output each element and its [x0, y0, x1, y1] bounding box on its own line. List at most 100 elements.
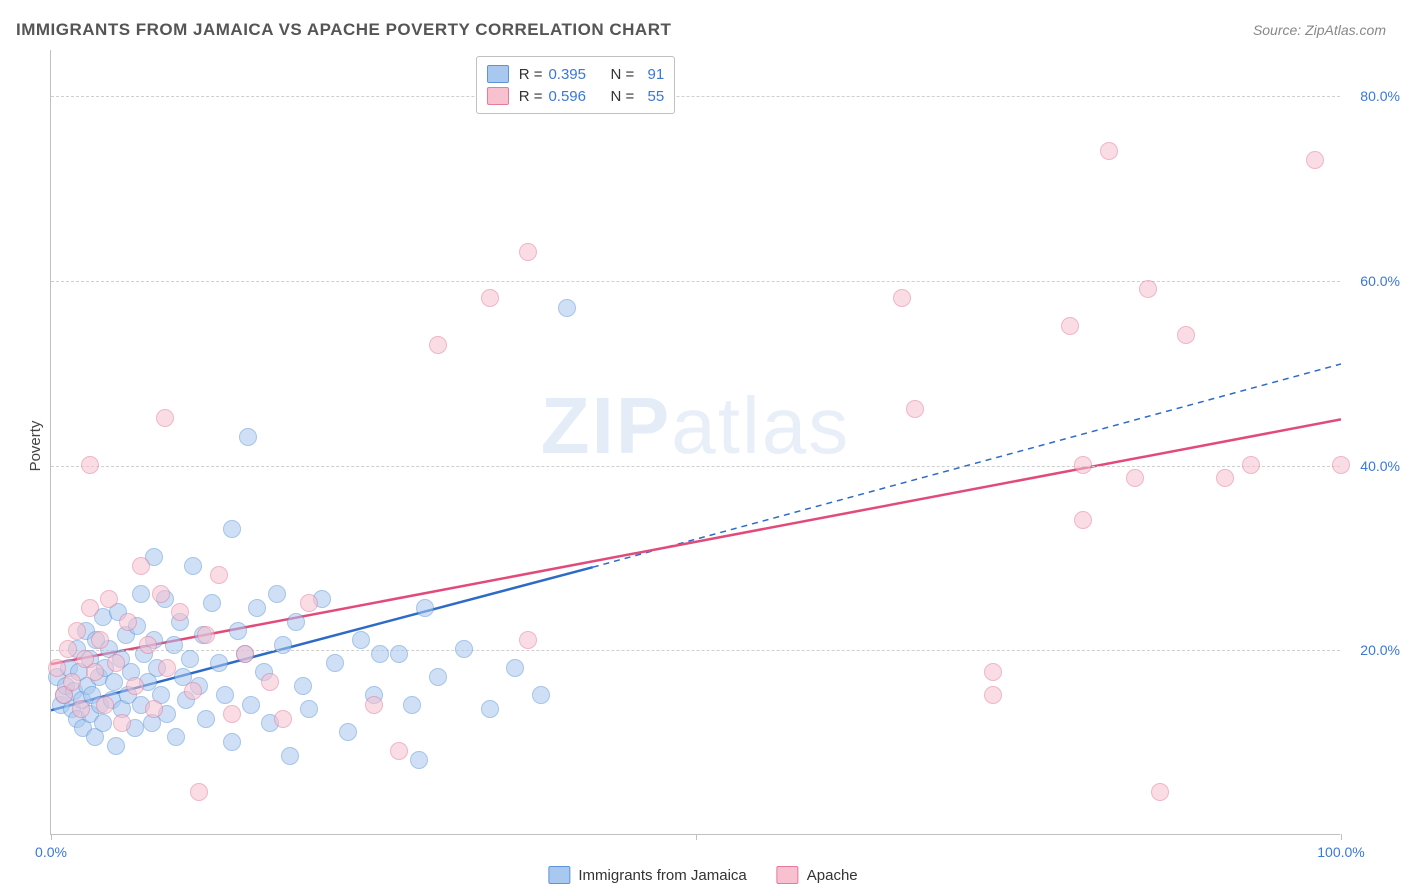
scatter-point — [171, 603, 189, 621]
scatter-point — [165, 636, 183, 654]
scatter-point — [126, 677, 144, 695]
scatter-point — [181, 650, 199, 668]
scatter-point — [81, 599, 99, 617]
scatter-point — [197, 626, 215, 644]
scatter-point — [132, 585, 150, 603]
scatter-point — [1151, 783, 1169, 801]
scatter-point — [268, 585, 286, 603]
series-legend-item: Apache — [777, 866, 858, 884]
legend-swatch — [487, 87, 509, 105]
scatter-point — [210, 654, 228, 672]
scatter-point — [119, 613, 137, 631]
scatter-point — [984, 686, 1002, 704]
n-value: 91 — [640, 66, 664, 83]
scatter-point — [81, 456, 99, 474]
scatter-point — [223, 733, 241, 751]
scatter-point — [105, 673, 123, 691]
watermark-bold: ZIP — [541, 381, 671, 470]
scatter-point — [893, 289, 911, 307]
source-attribution: Source: ZipAtlas.com — [1253, 22, 1386, 38]
r-value: 0.395 — [548, 66, 596, 83]
gridline — [51, 96, 1340, 97]
scatter-point — [184, 682, 202, 700]
scatter-point — [326, 654, 344, 672]
scatter-point — [158, 659, 176, 677]
scatter-point — [390, 742, 408, 760]
scatter-point — [410, 751, 428, 769]
scatter-point — [132, 557, 150, 575]
scatter-point — [429, 668, 447, 686]
series-legend: Immigrants from Jamaica Apache — [548, 866, 857, 884]
scatter-point — [91, 631, 109, 649]
scatter-point — [352, 631, 370, 649]
scatter-point — [96, 696, 114, 714]
scatter-point — [281, 747, 299, 765]
scatter-point — [506, 659, 524, 677]
series-legend-label: Immigrants from Jamaica — [578, 867, 746, 884]
scatter-point — [100, 590, 118, 608]
scatter-point — [94, 714, 112, 732]
scatter-point — [63, 673, 81, 691]
correlation-legend: R =0.395N =91R =0.596N =55 — [476, 56, 676, 114]
x-tick-mark — [51, 834, 52, 840]
scatter-point — [72, 700, 90, 718]
y-tick-label: 80.0% — [1360, 88, 1400, 104]
scatter-point — [216, 686, 234, 704]
scatter-point — [239, 428, 257, 446]
scatter-point — [365, 696, 383, 714]
n-label: N = — [610, 66, 634, 83]
scatter-point — [984, 663, 1002, 681]
scatter-point — [371, 645, 389, 663]
scatter-point — [1242, 456, 1260, 474]
scatter-point — [532, 686, 550, 704]
n-label: N = — [610, 88, 634, 105]
watermark-rest: atlas — [671, 381, 850, 470]
x-tick-mark — [1341, 834, 1342, 840]
scatter-point — [274, 636, 292, 654]
scatter-point — [300, 700, 318, 718]
scatter-point — [416, 599, 434, 617]
scatter-point — [229, 622, 247, 640]
scatter-point — [1100, 142, 1118, 160]
chart-container: IMMIGRANTS FROM JAMAICA VS APACHE POVERT… — [0, 0, 1406, 892]
scatter-point — [68, 622, 86, 640]
y-axis-label: Poverty — [27, 421, 44, 472]
y-tick-label: 60.0% — [1360, 273, 1400, 289]
scatter-point — [107, 737, 125, 755]
r-label: R = — [519, 66, 543, 83]
scatter-point — [86, 663, 104, 681]
n-value: 55 — [640, 88, 664, 105]
scatter-point — [203, 594, 221, 612]
legend-swatch — [548, 866, 570, 884]
x-tick-label: 100.0% — [1317, 844, 1364, 860]
plot-area: ZIPatlas 20.0%40.0%60.0%80.0%0.0%100.0% — [50, 50, 1340, 835]
x-tick-mark — [696, 834, 697, 840]
scatter-point — [403, 696, 421, 714]
series-legend-label: Apache — [807, 867, 858, 884]
y-tick-label: 40.0% — [1360, 458, 1400, 474]
scatter-point — [59, 640, 77, 658]
x-tick-label: 0.0% — [35, 844, 67, 860]
scatter-point — [107, 654, 125, 672]
scatter-point — [156, 409, 174, 427]
scatter-point — [1061, 317, 1079, 335]
scatter-point — [274, 710, 292, 728]
scatter-point — [167, 728, 185, 746]
scatter-point — [287, 613, 305, 631]
scatter-point — [223, 520, 241, 538]
scatter-point — [1074, 511, 1092, 529]
scatter-point — [248, 599, 266, 617]
scatter-point — [184, 557, 202, 575]
series-legend-item: Immigrants from Jamaica — [548, 866, 746, 884]
gridline — [51, 466, 1340, 467]
scatter-point — [236, 645, 254, 663]
scatter-point — [261, 673, 279, 691]
scatter-point — [145, 700, 163, 718]
scatter-point — [481, 700, 499, 718]
scatter-point — [519, 243, 537, 261]
scatter-point — [1139, 280, 1157, 298]
legend-row: R =0.596N =55 — [487, 85, 665, 107]
scatter-point — [519, 631, 537, 649]
r-value: 0.596 — [548, 88, 596, 105]
scatter-point — [197, 710, 215, 728]
